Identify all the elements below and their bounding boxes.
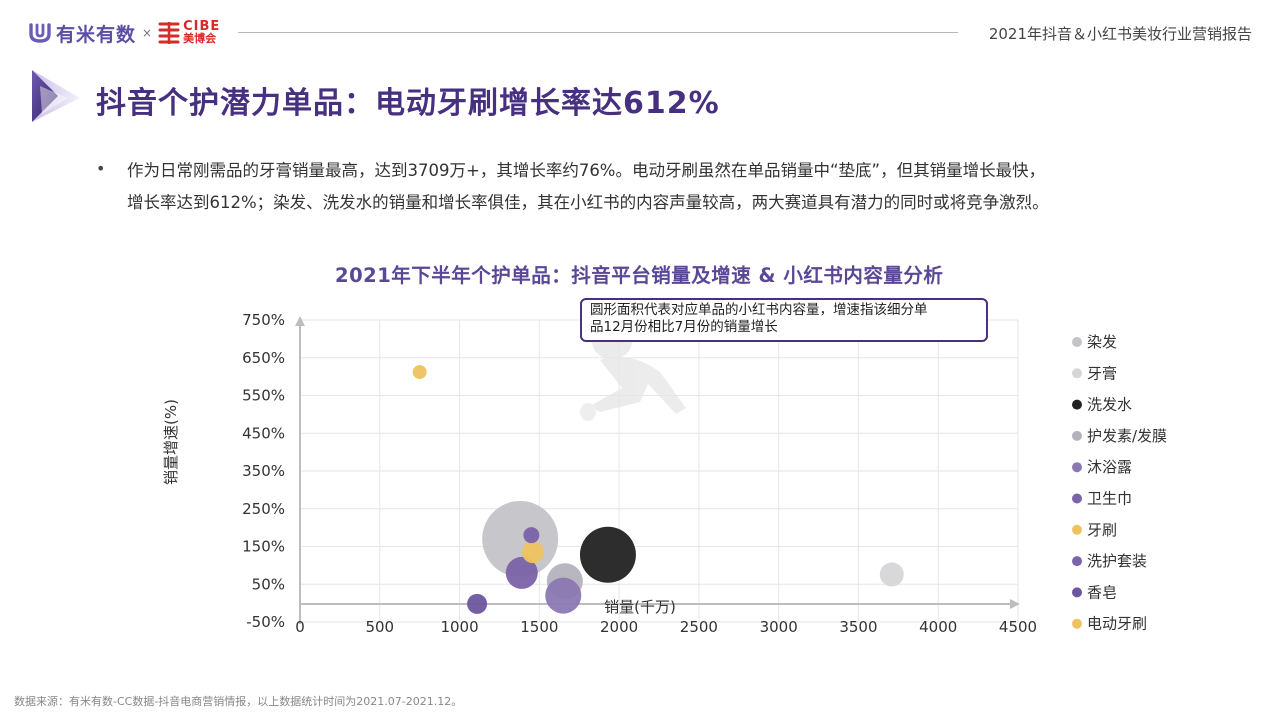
bullet-marker: • [96,159,106,178]
data-source-note: 数据来源：有米有数-CC数据-抖音电商营销情报，以上数据统计时间为2021.07… [14,695,463,708]
x-tick-label: 2000 [600,618,638,636]
legend-marker [1072,337,1082,347]
legend-label: 电动牙刷 [1087,615,1147,633]
x-tick-label: 3000 [760,618,798,636]
youmi-logo-icon [29,23,51,43]
y-tick-label: -50% [246,613,285,631]
bubble-香皂 [467,593,488,614]
bubble-牙刷 [521,541,544,564]
logo-separator: × [142,26,153,40]
legend-label: 牙膏 [1087,364,1117,382]
y-tick-label: 650% [242,349,285,367]
annotation-line-1: 圆形面积代表对应单品的小红书内容量，增速指该细分单 [590,302,928,318]
report-title: 2021年抖音＆小红书美妆行业营销报告 [988,25,1252,43]
x-tick-label: 0 [295,618,305,636]
x-tick-label: 2500 [680,618,718,636]
annotation-line-2: 品12月份相比7月份的销量增长 [590,319,778,335]
cibe-text: CIBE [183,19,221,34]
summary-line-2: 增长率达到612%；染发、洗发水的销量和增长率俱佳，其在小红书的内容声量较高，两… [127,193,1049,212]
page-title: 抖音个护潜力单品：电动牙刷增长率达612% [96,86,720,121]
bubble-沐浴露 [545,577,582,614]
cibe-emblem-icon [158,22,180,44]
legend-label: 香皂 [1087,583,1117,601]
header-divider [238,32,958,33]
chart-grid [299,319,1019,623]
legend-label: 洗护套装 [1087,552,1147,570]
y-tick-label: 50% [252,575,285,593]
legend-marker [1072,618,1082,629]
bubble-电动牙刷 [412,365,427,380]
cibe-subtext: 美博会 [183,32,217,45]
legend-marker [1072,462,1082,473]
y-tick-label: 750% [242,311,285,329]
y-tick-label: 250% [242,500,285,518]
x-axis-title: 销量(千万) [604,598,676,616]
summary-paragraph: 作为日常刚需品的牙膏销量最高，达到3709万+，其增长率约76%。电动牙刷虽然在… [127,155,1207,219]
y-tick-label: 450% [242,424,285,442]
brand-logos: 有米有数 × CIBE 美博会 [28,18,220,48]
chart-bubbles [412,365,904,614]
bubble-卫生巾 [523,527,540,544]
header: 有米有数 × CIBE 美博会 2021年抖音＆小红书美妆行业营销报告 [0,0,1280,60]
cibe-logo: CIBE 美博会 [158,20,220,46]
bubble-牙膏 [879,562,904,587]
bubble-size-annotation: 圆形面积代表对应单品的小红书内容量，增速指该细分单 品12月份相比7月份的销量增… [580,298,988,342]
y-tick-label: 550% [242,387,285,405]
x-tick-label: 1000 [440,618,478,636]
legend-label: 染发 [1087,333,1117,351]
legend-label: 牙刷 [1087,521,1117,539]
x-tick-label: 4000 [919,618,957,636]
bubble-洗护套装 [505,556,538,589]
chart-axes: -50% 50% 150% 250% 350% 450% 550% 650% 750% 0 500 1… [162,311,1037,636]
title-triangle-icon [32,70,80,122]
legend-label: 洗发水 [1087,396,1132,414]
legend-label: 卫生巾 [1087,490,1132,508]
x-tick-label: 500 [365,618,394,636]
x-tick-label: 1500 [520,618,558,636]
legend-marker [1072,368,1082,379]
legend-marker [1072,587,1082,598]
y-tick-label: 150% [242,538,285,556]
legend-label: 沐浴露 [1087,458,1132,476]
legend-marker [1072,399,1082,410]
summary-line-1: 作为日常刚需品的牙膏销量最高，达到3709万+，其增长率约76%。电动牙刷虽然在… [127,161,1046,180]
youmi-logo-text: 有米有数 [56,23,137,46]
legend-label: 护发素/发膜 [1087,427,1167,445]
x-axis-arrow [1010,599,1020,609]
chart-title: 2021年下半年个护单品：抖音平台销量及增速 & 小红书内容量分析 [335,264,944,287]
legend-marker [1072,524,1082,535]
legend-marker [1072,430,1082,441]
y-tick-label: 350% [242,462,285,480]
bubble-洗发水 [579,526,636,583]
x-tick-label: 3500 [839,618,877,636]
y-axis-title: 销量增速(%) [162,399,180,485]
y-axis-arrow [295,316,305,326]
legend-marker [1072,556,1082,567]
legend-marker [1072,493,1082,504]
x-tick-label: 4500 [999,618,1037,636]
